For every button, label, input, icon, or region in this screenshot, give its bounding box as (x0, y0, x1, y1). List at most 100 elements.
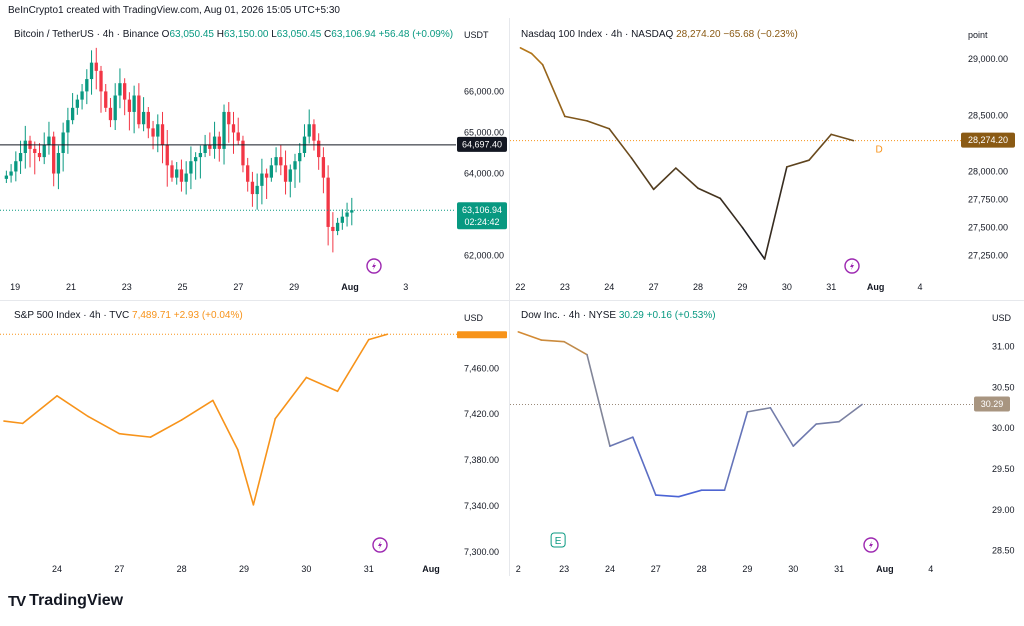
flash-bolt (869, 541, 873, 549)
series-segment (609, 436, 634, 447)
x-tick-label: 4 (928, 564, 933, 574)
candle-body (160, 124, 165, 145)
candle-body (212, 136, 217, 149)
candle-body (260, 173, 264, 186)
dow-chart-panel[interactable]: Dow Inc. · 4h · NYSE 30.29 +0.16 (+0.53%… (510, 301, 1024, 577)
series-segment (723, 411, 749, 491)
x-tick-label: 23 (560, 282, 570, 292)
y-tick-label: 31.00 (992, 342, 1015, 352)
candle-body (165, 144, 169, 166)
series-segment (654, 494, 680, 498)
candle-body (170, 165, 174, 178)
candle-body (288, 169, 292, 182)
candle-body (108, 107, 113, 121)
series-segment (632, 436, 657, 496)
candle-body (193, 157, 198, 162)
legend-symbol: Dow Inc. · 4h · NYSE (521, 310, 619, 321)
y-tick-label: 65,000.00 (464, 127, 504, 137)
candle-body (250, 181, 255, 195)
y-tick-label: 62,000.00 (464, 251, 504, 261)
chart-header: BeInCrypto1 created with TradingView.com… (8, 5, 340, 16)
candle-body (241, 140, 245, 166)
chart-svg[interactable]: Dow Inc. · 4h · NYSE 30.29 +0.16 (+0.53%… (510, 301, 1024, 577)
candle-body (99, 70, 103, 92)
y-tick-label: 27,500.00 (968, 223, 1008, 233)
x-tick-label: 30 (301, 564, 311, 574)
legend-change: −65.68 (−0.23%) (723, 29, 798, 40)
series-segment (236, 448, 255, 506)
flash-bolt (372, 262, 376, 270)
earnings-event-marker-bg (550, 532, 566, 548)
candle-body (70, 107, 75, 121)
y-tick-label: 29.00 (992, 505, 1015, 515)
panel-divider-vertical (509, 18, 510, 576)
candle-body (47, 136, 51, 145)
legend-o-value: 63,050.45 (169, 29, 216, 40)
candle-body (236, 132, 240, 141)
legend-symbol: S&P 500 Index · 4h · TVC (14, 310, 132, 321)
series-segment (540, 339, 565, 343)
legend-h-label: H (217, 29, 224, 40)
axis-unit-label: USD (992, 313, 1012, 323)
series-segment (697, 187, 722, 200)
series-segment (808, 133, 833, 161)
x-tick-label: 29 (742, 564, 752, 574)
last-value-label-bg (974, 396, 1010, 412)
candle-body (42, 144, 46, 158)
candle-body (137, 95, 141, 125)
candle-body (18, 153, 23, 162)
candle-body (56, 153, 61, 174)
x-tick-label: 3 (403, 282, 408, 292)
x-tick-label: Aug (422, 564, 440, 574)
countdown-label: 02:24:42 (464, 217, 499, 227)
candle-body (156, 124, 160, 137)
series-segment (746, 406, 772, 413)
sp500-chart-panel[interactable]: S&P 500 Index · 4h · TVC 7,489.71 +2.93 … (0, 301, 509, 577)
x-tick-label: 19 (10, 282, 20, 292)
x-tick-label: 31 (826, 282, 836, 292)
candle-body (127, 99, 132, 112)
x-tick-label: 28 (693, 282, 703, 292)
series-segment (675, 167, 699, 190)
candle-body (222, 111, 226, 149)
candle-body (175, 169, 179, 178)
tradingview-footer[interactable]: TV TradingView (8, 592, 123, 610)
series-segment (741, 226, 766, 260)
series-segment (252, 417, 277, 506)
x-tick-label: 30 (782, 282, 792, 292)
series-segment (719, 197, 744, 229)
candle-body (217, 136, 221, 149)
y-tick-label: 28,500.00 (968, 110, 1008, 120)
chart-svg[interactable]: Bitcoin / TetherUS · 4h · Binance O63,05… (0, 18, 509, 300)
axis-unit-label: USDT (464, 30, 489, 40)
series-segment (830, 133, 855, 142)
btc-chart-panel[interactable]: Bitcoin / TetherUS · 4h · Binance O63,05… (0, 18, 509, 300)
candle-body (151, 128, 155, 137)
x-tick-label: 27 (649, 282, 659, 292)
x-tick-label: 27 (114, 564, 124, 574)
candle-body (317, 140, 321, 158)
legend-symbol: Bitcoin / TetherUS · 4h · Binance (14, 29, 162, 40)
series-segment (87, 415, 121, 435)
chart-svg[interactable]: Nasdaq 100 Index · 4h · NASDAQ 28,274.20… (510, 18, 1024, 300)
candle-body (179, 169, 184, 182)
series-segment (586, 353, 611, 447)
legend-value: 28,274.20 (676, 29, 723, 40)
x-tick-label: 25 (178, 282, 188, 292)
x-tick-label: 31 (364, 564, 374, 574)
x-tick-label: 29 (289, 282, 299, 292)
candle-body (85, 79, 89, 92)
series-segment (517, 331, 543, 341)
candle-body (246, 165, 250, 182)
x-tick-label: 4 (918, 282, 923, 292)
brand-name: TradingView (29, 592, 124, 609)
candle-body (340, 216, 344, 223)
x-tick-label: 24 (604, 282, 614, 292)
candle-body (208, 144, 212, 149)
series-segment (769, 406, 795, 447)
nasdaq-chart-panel[interactable]: Nasdaq 100 Index · 4h · NASDAQ 28,274.20… (510, 18, 1024, 300)
y-tick-label: 29.50 (992, 464, 1015, 474)
axis-unit-label: point (968, 30, 988, 40)
chart-svg[interactable]: S&P 500 Index · 4h · TVC 7,489.71 +2.93 … (0, 301, 509, 577)
last-value-label: 30.29 (981, 399, 1004, 409)
